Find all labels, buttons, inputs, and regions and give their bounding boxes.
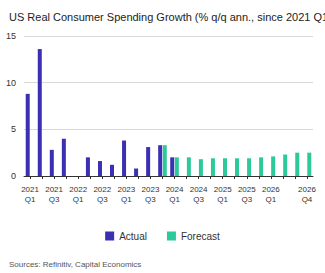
- svg-text:2022: 2022: [93, 185, 111, 194]
- svg-text:Sources: Refinitiv, Capital Ec: Sources: Refinitiv, Capital Economics: [9, 260, 141, 269]
- svg-text:Q1: Q1: [73, 195, 84, 204]
- svg-text:2023: 2023: [142, 185, 160, 194]
- svg-text:Q1: Q1: [217, 195, 228, 204]
- svg-text:5: 5: [11, 124, 16, 134]
- svg-text:Q3: Q3: [241, 195, 252, 204]
- svg-text:2026: 2026: [262, 185, 280, 194]
- svg-text:Q1: Q1: [169, 195, 180, 204]
- svg-text:2025: 2025: [214, 185, 232, 194]
- svg-text:2026: 2026: [298, 185, 316, 194]
- svg-text:2024: 2024: [166, 185, 184, 194]
- svg-text:2024: 2024: [190, 185, 208, 194]
- svg-text:Q3: Q3: [97, 195, 108, 204]
- svg-text:Q4: Q4: [302, 195, 313, 204]
- svg-text:Actual: Actual: [119, 231, 147, 242]
- svg-text:2025: 2025: [238, 185, 256, 194]
- svg-text:Q3: Q3: [193, 195, 204, 204]
- svg-text:Q1: Q1: [266, 195, 277, 204]
- svg-text:US Real Consumer Spending Grow: US Real Consumer Spending Growth (% q/q …: [9, 11, 325, 23]
- svg-text:15: 15: [6, 31, 16, 41]
- svg-text:2021: 2021: [45, 185, 63, 194]
- svg-text:Q1: Q1: [25, 195, 36, 204]
- svg-text:Q3: Q3: [145, 195, 156, 204]
- svg-text:Q3: Q3: [49, 195, 60, 204]
- svg-text:2021: 2021: [21, 185, 39, 194]
- svg-text:Q1: Q1: [121, 195, 132, 204]
- svg-text:2022: 2022: [69, 185, 87, 194]
- svg-text:10: 10: [6, 78, 16, 88]
- svg-text:0: 0: [11, 171, 16, 181]
- svg-text:Forecast: Forecast: [181, 231, 220, 242]
- svg-text:2023: 2023: [117, 185, 135, 194]
